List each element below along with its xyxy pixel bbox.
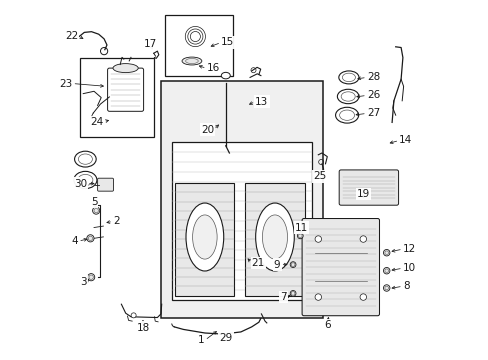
Text: 19: 19 xyxy=(356,189,369,199)
Text: 10: 10 xyxy=(402,263,415,273)
Text: 3: 3 xyxy=(80,276,87,287)
FancyBboxPatch shape xyxy=(98,178,113,191)
Text: 23: 23 xyxy=(59,78,72,89)
Bar xyxy=(80,58,153,137)
Bar xyxy=(175,183,234,296)
Ellipse shape xyxy=(255,203,294,271)
Text: 28: 28 xyxy=(366,72,379,82)
Circle shape xyxy=(359,294,366,300)
Text: 17: 17 xyxy=(143,39,157,49)
FancyBboxPatch shape xyxy=(339,170,398,205)
Text: 11: 11 xyxy=(294,222,307,233)
Text: 24: 24 xyxy=(90,117,103,127)
Ellipse shape xyxy=(192,215,217,259)
Circle shape xyxy=(289,262,295,267)
Text: 29: 29 xyxy=(219,333,232,343)
Circle shape xyxy=(314,236,321,242)
Text: 22: 22 xyxy=(65,31,78,41)
Text: 1: 1 xyxy=(198,335,204,345)
Circle shape xyxy=(297,233,303,239)
FancyBboxPatch shape xyxy=(107,68,143,111)
Bar xyxy=(161,81,322,318)
Ellipse shape xyxy=(185,203,224,271)
Text: 27: 27 xyxy=(366,108,379,118)
Circle shape xyxy=(383,249,389,256)
Text: 20: 20 xyxy=(201,125,213,135)
Text: 30: 30 xyxy=(74,179,87,189)
Ellipse shape xyxy=(113,64,138,73)
Circle shape xyxy=(383,267,389,274)
Ellipse shape xyxy=(221,72,230,79)
Circle shape xyxy=(289,291,295,296)
Text: 25: 25 xyxy=(313,171,326,181)
Text: 26: 26 xyxy=(366,90,379,100)
Text: 7: 7 xyxy=(280,292,286,302)
Text: 15: 15 xyxy=(221,37,234,48)
Bar xyxy=(164,15,232,76)
Circle shape xyxy=(383,285,389,291)
Text: 14: 14 xyxy=(399,135,412,145)
Text: 12: 12 xyxy=(402,244,415,254)
Ellipse shape xyxy=(262,215,287,259)
Text: 2: 2 xyxy=(113,216,120,226)
Circle shape xyxy=(92,207,100,214)
Text: 6: 6 xyxy=(324,320,330,330)
Text: 18: 18 xyxy=(136,323,149,333)
Polygon shape xyxy=(171,142,311,300)
Circle shape xyxy=(87,235,94,242)
Text: 9: 9 xyxy=(273,260,280,270)
Text: 5: 5 xyxy=(90,197,97,207)
Circle shape xyxy=(87,274,95,281)
Circle shape xyxy=(131,313,136,318)
Circle shape xyxy=(314,294,321,300)
Text: 16: 16 xyxy=(206,63,220,73)
Text: 4: 4 xyxy=(71,236,78,246)
Ellipse shape xyxy=(182,57,202,65)
Circle shape xyxy=(359,236,366,242)
FancyBboxPatch shape xyxy=(302,219,379,316)
Text: 21: 21 xyxy=(251,258,264,268)
Text: 8: 8 xyxy=(402,281,408,291)
Text: 13: 13 xyxy=(255,96,268,107)
Bar xyxy=(244,183,305,296)
